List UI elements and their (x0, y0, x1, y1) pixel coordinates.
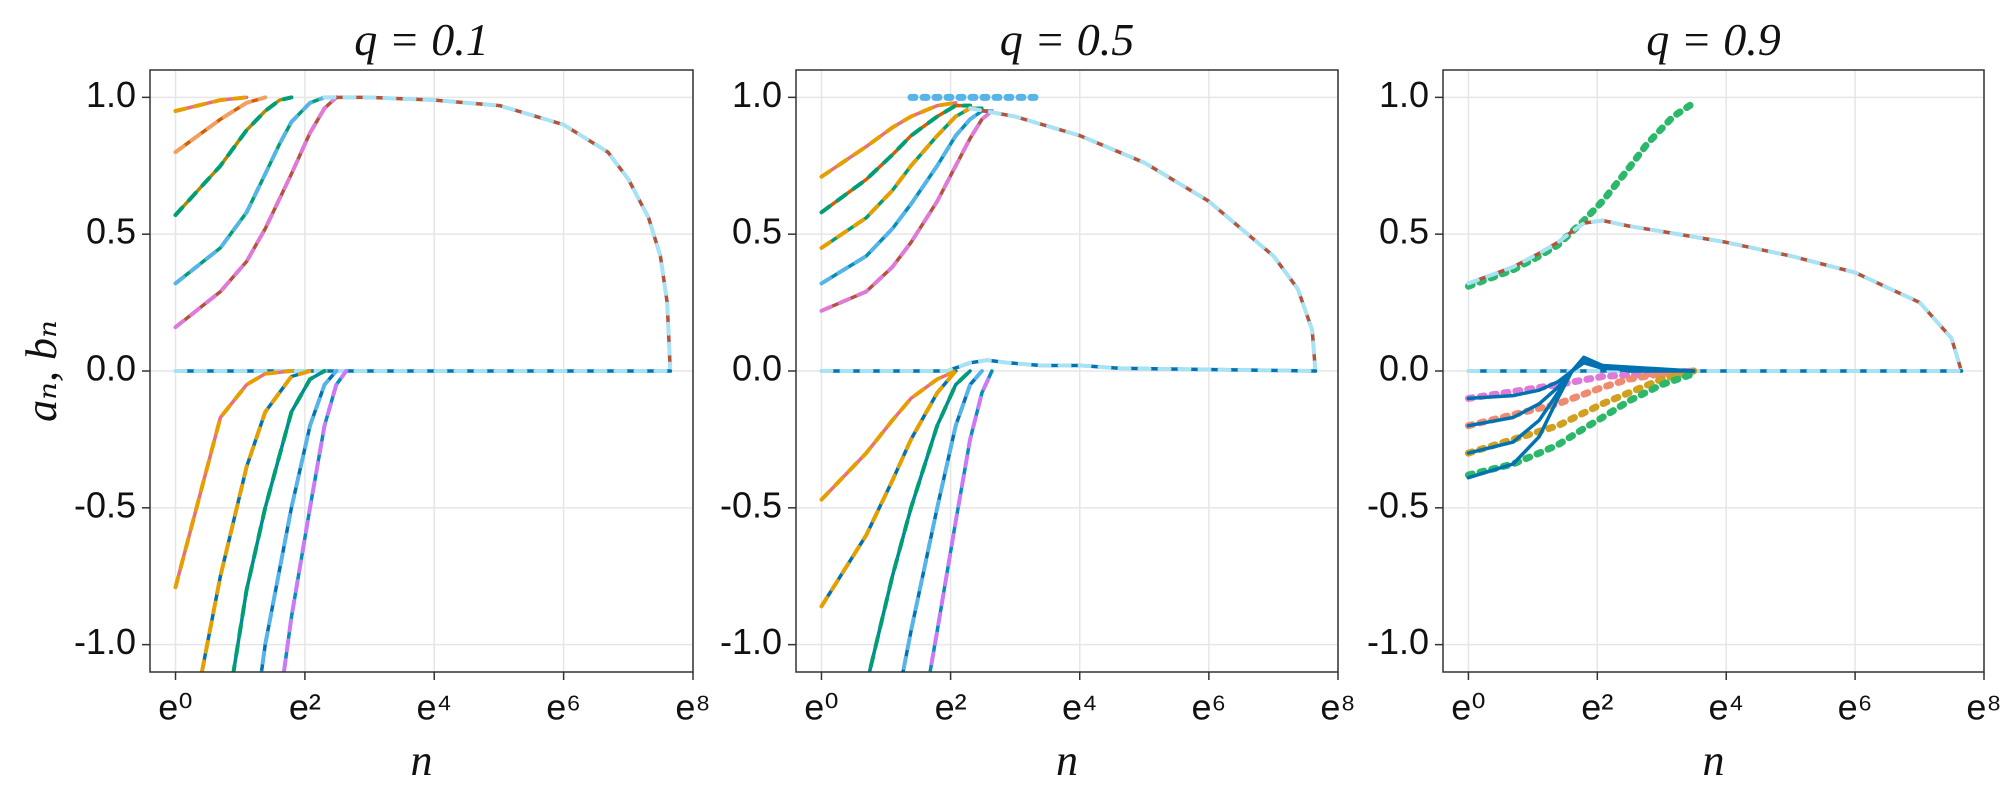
series-line (1466, 218, 1964, 373)
y-tick-label: -0.5 (720, 484, 782, 525)
x-tick-label: e⁴ (1708, 687, 1744, 728)
series-overlay (173, 95, 268, 155)
panel: -1.0 -0.5 0.0 0.5 1.0 e⁰ e² e⁴ e⁶ e⁸ q = 0.9 n (1367, 14, 2000, 785)
series-overlay (819, 106, 984, 250)
y-tick-label: -1.0 (720, 621, 782, 662)
series-overlay (819, 369, 958, 609)
series-overlay (819, 109, 994, 286)
y-tick-label: 1.0 (732, 74, 782, 115)
series-overlay (173, 95, 339, 330)
y-tick-label: 0.0 (86, 348, 136, 389)
y-tick-label: 0.0 (1379, 348, 1429, 389)
series-line (1464, 99, 1698, 290)
series-overlay (819, 369, 958, 502)
series-overlay (173, 95, 327, 286)
series-overlay (1466, 218, 1964, 373)
y-tick-label: -0.5 (74, 484, 136, 525)
x-tick-label: e⁰ (804, 687, 838, 728)
series-overlay (281, 369, 349, 672)
series-overlay (231, 369, 327, 672)
series-overlay (259, 369, 339, 672)
series-overlay (928, 369, 994, 672)
x-axis-label: n (411, 736, 433, 785)
x-tick-label: e⁶ (1191, 687, 1226, 728)
x-tick-label: e⁴ (417, 687, 453, 728)
series-overlay (968, 106, 1318, 373)
panel-title: q = 0.9 (1646, 14, 1781, 65)
y-tick-label: 0.5 (86, 211, 136, 252)
series-overlay (900, 369, 984, 672)
x-tick-label: e² (935, 687, 967, 728)
series-line (1464, 370, 1698, 479)
x-tick-label: e⁶ (1838, 687, 1873, 728)
x-axis-label: n (1056, 736, 1078, 785)
x-tick-label: e² (289, 687, 321, 728)
y-tick-label: 0.0 (732, 348, 782, 389)
y-tick-label: -0.5 (1367, 484, 1429, 525)
plot-frame (149, 69, 694, 673)
series-line (1464, 367, 1698, 430)
series-overlay (819, 109, 994, 313)
x-tick-label: e⁶ (546, 687, 581, 728)
x-tick-label: e⁰ (158, 687, 192, 728)
series-overlay (199, 369, 312, 672)
series-overlay (819, 103, 973, 215)
panel: -1.0 -0.5 0.0 0.5 1.0 e⁰ e² e⁴ e⁶ e⁸ q = 0.5 n (720, 14, 1356, 785)
x-tick-label: e⁴ (1062, 687, 1098, 728)
x-tick-label: e⁸ (1320, 687, 1355, 728)
x-tick-label: e² (1581, 687, 1613, 728)
panel-title: q = 0.1 (354, 14, 489, 65)
y-tick-label: 0.5 (732, 211, 782, 252)
series-overlay (819, 358, 1318, 373)
series-overlay (322, 95, 673, 373)
series-line (1464, 367, 1698, 402)
series-line (1466, 361, 1696, 480)
y-tick-label: 1.0 (86, 74, 136, 115)
x-tick-label: e⁰ (1451, 687, 1485, 728)
plot-frame (1442, 69, 1985, 673)
y-tick-label: 0.5 (1379, 211, 1429, 252)
series-overlay (173, 95, 294, 217)
plot-frame (795, 69, 1339, 673)
series-line (968, 106, 1318, 373)
y-tick-label: -1.0 (74, 621, 136, 662)
series-overlay (819, 100, 958, 179)
y-axis-label: aₙ, bₙ (17, 320, 66, 422)
y-tick-label: -1.0 (1367, 621, 1429, 662)
x-tick-label: e⁸ (1966, 687, 2000, 728)
x-tick-label: e⁸ (675, 687, 710, 728)
panel-title: q = 0.5 (1000, 14, 1135, 65)
series-overlay (173, 95, 249, 113)
series-overlay (173, 369, 294, 590)
x-axis-label: n (1703, 736, 1725, 785)
series-line (200, 369, 312, 672)
y-tick-label: 1.0 (1379, 74, 1429, 115)
panel: -1.0 -0.5 0.0 0.5 1.0 e⁰ e² e⁴ e⁶ e⁸ q = 0.1 n aₙ, b… (17, 14, 711, 785)
series-line (819, 109, 994, 286)
series-overlay (867, 369, 973, 672)
